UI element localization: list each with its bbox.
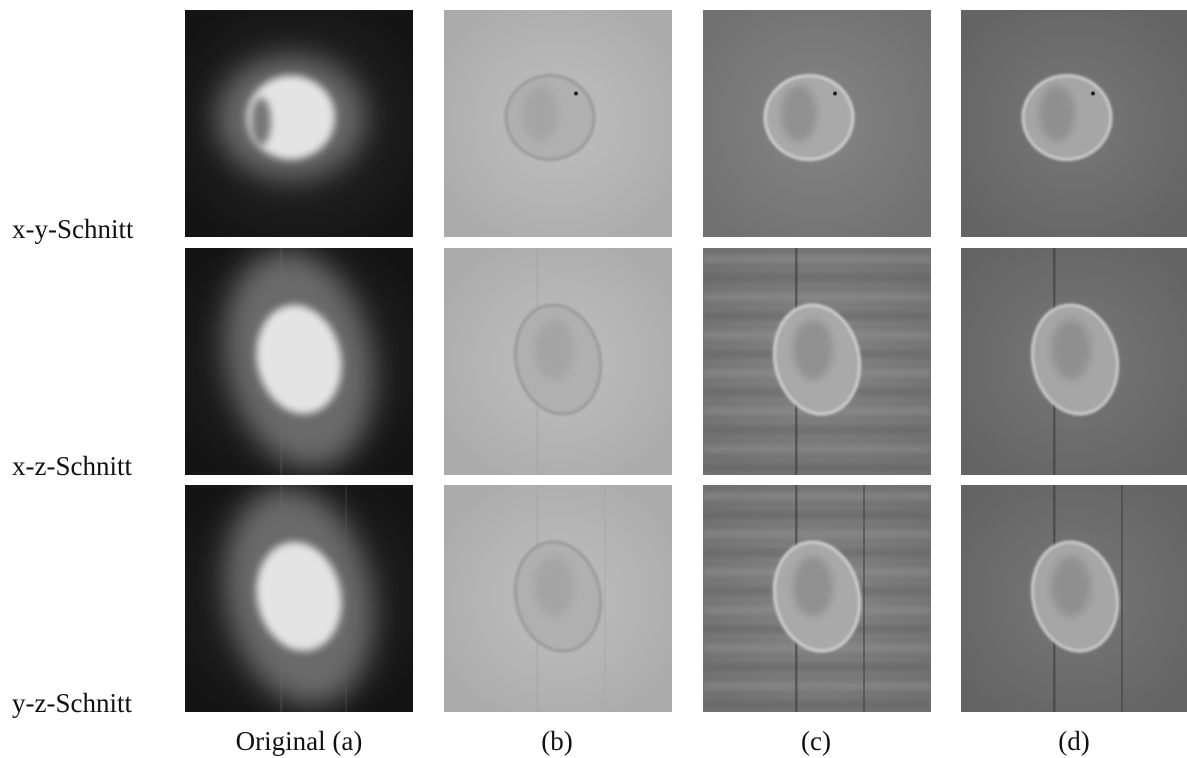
- dot: [833, 92, 837, 96]
- column-label: (c): [801, 726, 831, 756]
- dot: [574, 92, 578, 96]
- image-panel: [185, 237, 413, 482]
- image-panel: [703, 10, 931, 237]
- image-content: [961, 248, 1187, 475]
- image-panel: [185, 10, 413, 237]
- image-content: [185, 10, 413, 237]
- stripe-artifact: [703, 465, 931, 471]
- cell-nucleus: [1039, 86, 1075, 142]
- column-label: (d): [1058, 726, 1089, 756]
- stripe-artifact: [703, 256, 931, 262]
- image-panel: [444, 248, 672, 475]
- cell-nucleus: [534, 320, 574, 380]
- row-label: x-y-Schnitt: [12, 214, 134, 244]
- cell-nucleus: [1051, 320, 1091, 380]
- row-label: y-z-Schnitt: [12, 688, 132, 718]
- stripe-artifact: [703, 427, 931, 433]
- image-grid: [185, 10, 1187, 719]
- cell-nucleus: [522, 86, 558, 142]
- image-panel: [703, 248, 931, 475]
- image-content: [961, 10, 1187, 237]
- stripe-artifact: [703, 512, 931, 518]
- image-panel: [444, 10, 672, 237]
- image-panel: [961, 10, 1187, 237]
- cell-shadow: [251, 98, 271, 146]
- image-panel: [185, 474, 413, 719]
- image-content: [703, 248, 931, 475]
- cell-nucleus: [534, 557, 574, 617]
- image-content: [185, 474, 413, 719]
- image-content: [185, 237, 413, 482]
- stripe-artifact: [703, 664, 931, 670]
- cell-nucleus: [781, 86, 817, 142]
- stripe-artifact: [703, 702, 931, 708]
- image-content: [444, 248, 672, 475]
- image-content: [444, 485, 672, 712]
- stripe-artifact: [703, 493, 931, 499]
- image-content: [703, 485, 931, 712]
- line-artifact: [604, 485, 606, 712]
- image-panel: [703, 485, 931, 712]
- column-label: (b): [541, 726, 572, 756]
- stripe-artifact: [703, 294, 931, 300]
- figure: x-y-Schnitt x-z-Schnitt y-z-Schnitt Orig…: [0, 0, 1187, 758]
- image-panel: [961, 248, 1187, 475]
- row-label: x-z-Schnitt: [12, 451, 132, 481]
- image-panel: [444, 485, 672, 712]
- cell-nucleus: [793, 557, 833, 617]
- line-artifact: [863, 485, 865, 712]
- stripe-artifact: [703, 446, 931, 452]
- stripe-artifact: [703, 275, 931, 281]
- stripe-artifact: [703, 683, 931, 689]
- stripe-artifact: [703, 531, 931, 537]
- image-content: [703, 10, 931, 237]
- image-panel: [961, 485, 1187, 712]
- image-content: [961, 485, 1187, 712]
- dot: [1091, 92, 1095, 96]
- image-content: [444, 10, 672, 237]
- cell-nucleus: [793, 320, 833, 380]
- cell-nucleus: [1051, 557, 1091, 617]
- line-artifact: [1121, 485, 1123, 712]
- column-label: Original (a): [236, 726, 363, 756]
